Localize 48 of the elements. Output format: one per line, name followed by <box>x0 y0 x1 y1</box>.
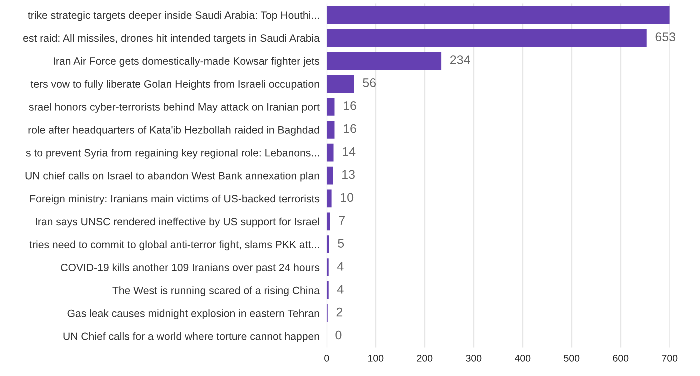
y-tick-label: role after headquarters of Kata'ib Hezbollah raided in Baghdad <box>28 126 320 136</box>
x-tick-label: 700 <box>662 355 678 362</box>
data-label: 4 <box>337 285 344 294</box>
bar <box>326 120 335 139</box>
bar <box>326 236 330 254</box>
bar <box>326 190 332 208</box>
bar <box>326 166 334 185</box>
data-label: 14 <box>343 147 356 156</box>
x-tick-label: 400 <box>515 355 531 362</box>
y-tick-label: UN chief calls on Israel to abandon West Bank annexation plan <box>26 172 320 182</box>
x-tick-label: 200 <box>417 355 433 362</box>
x-tick-label: 500 <box>564 355 580 362</box>
bar <box>326 6 670 24</box>
bar <box>326 75 354 93</box>
data-label: 10 <box>341 193 354 202</box>
y-tick-label: Gas leak causes midnight explosion in eastern Tehran <box>68 310 320 320</box>
x-tick-label: 300 <box>466 355 482 362</box>
y-tick-label: Iran Air Force gets domestically-made Kowsar fighter jets <box>54 57 320 68</box>
y-tick-label: s to prevent Syria from regaining key regional role: Lebanons... <box>26 149 320 159</box>
bar <box>326 29 647 48</box>
data-label: 56 <box>363 78 376 88</box>
y-tick-label: Iran says UNSC rendered ineffective by US support for Israel <box>36 218 320 228</box>
data-label: 7 <box>339 216 345 225</box>
bar <box>326 98 335 116</box>
y-tick-label: Foreign ministry: Iranians main victims of US-backed terrorists <box>30 194 320 205</box>
bar <box>326 144 334 162</box>
data-label: 2 <box>336 308 343 317</box>
data-label: 16 <box>344 124 356 134</box>
y-tick-label: est raid: All missiles, drones hit intended targets in Saudi Arabia <box>24 34 320 44</box>
y-tick-label: tries need to commit to global anti-terror fight, slams PKK att... <box>30 240 320 251</box>
bar <box>326 52 442 70</box>
data-label: 4 <box>337 262 344 271</box>
data-label: 13 <box>342 170 355 180</box>
y-tick-label: UN Chief calls for a world where torture cannot happen <box>64 332 320 342</box>
data-label: 653 <box>656 32 676 42</box>
data-label: 0 <box>336 330 342 340</box>
x-tick-label: 100 <box>368 355 384 362</box>
data-label: 234 <box>450 56 470 64</box>
data-label: 16 <box>344 101 356 110</box>
y-tick-label: ters vow to fully liberate Golan Heights from Israeli occupation <box>30 80 320 90</box>
bar <box>326 212 330 231</box>
y-tick-label: The West is running scared of a rising China <box>112 286 320 296</box>
y-tick-label: COVID-19 kills another 109 Iranians over past 24 hours <box>61 264 320 274</box>
x-tick-label: 600 <box>613 355 629 362</box>
data-label: 5 <box>338 239 344 248</box>
x-tick-label: 0 <box>324 355 330 362</box>
y-tick-label: srael honors cyber-terrorists behind May attack on Iranian port <box>29 103 320 113</box>
y-tick-label: trike strategic targets deeper inside Saudi Arabia: Top Houthi... <box>28 11 320 22</box>
